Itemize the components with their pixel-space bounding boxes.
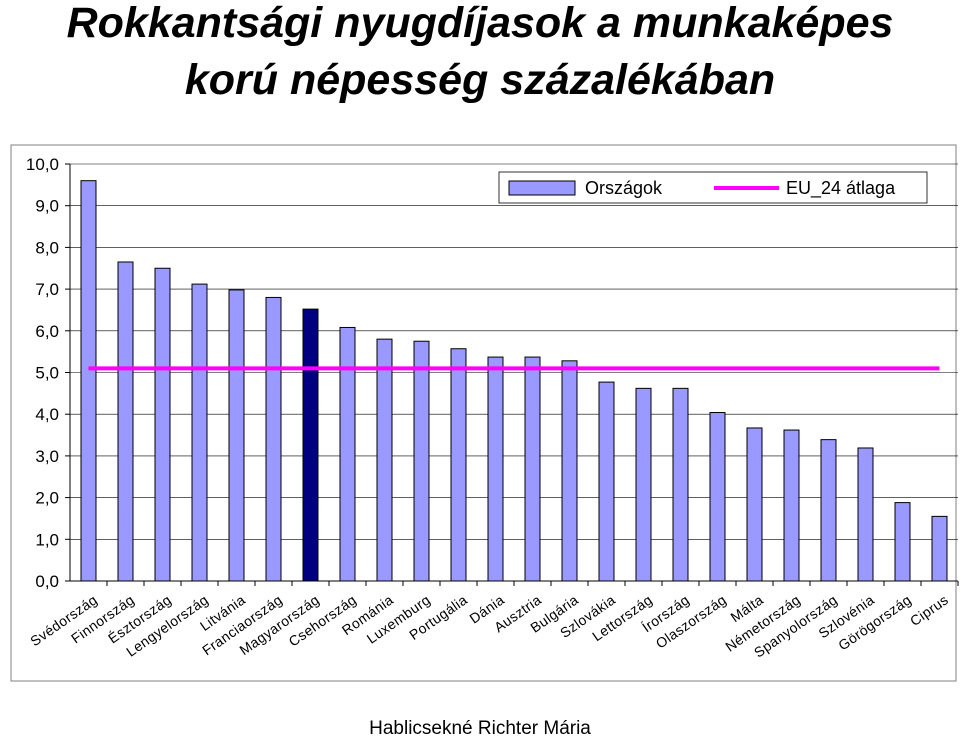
y-tick-label: 1,0 [35,530,59,549]
bar-10 [450,348,467,582]
x-tick-label: Ciprus [907,591,951,629]
legend-label-countries: Országok [585,178,663,198]
y-tick-label: 10,0 [26,155,59,174]
bar-12 [524,356,541,582]
bar-9 [413,340,430,582]
bar-4 [228,289,245,582]
chart-area-border [10,144,957,682]
y-axis-tick-labels: 0,0 1,0 2,0 3,0 4,0 5,0 6,0 7,0 8,0 9,0 10,0 [26,155,59,591]
chart-title-line-2: korú népesség százalékában [184,56,776,104]
bar-23 [931,515,948,582]
bar-19 [783,429,800,582]
bar-21 [857,447,874,582]
bar-13 [561,360,578,582]
bar-20 [820,439,837,582]
y-tick-label: 9,0 [35,197,59,216]
y-tick-label: 8,0 [35,238,59,257]
bar-1 [117,261,134,582]
gridlines [65,163,959,586]
legend: Országok EU_24 átlaga [498,171,928,204]
y-tick-label: 5,0 [35,364,59,383]
bar-17 [709,412,726,582]
x-axis-tick-labels: SvédországFinnországÉsztországLengyelors… [27,591,951,660]
bar-16 [672,387,689,582]
bars [80,180,948,582]
bar-3 [191,283,208,582]
bar-8 [376,338,393,582]
y-tick-label: 3,0 [35,447,59,466]
y-tick-label: 2,0 [35,489,59,508]
y-tick-label: 7,0 [35,280,59,299]
bar-7 [339,326,356,582]
bar-5 [265,296,282,582]
bar-22 [894,502,911,582]
author-footer: Hablicsekné Richter Mária [369,718,591,739]
y-tick-label: 4,0 [35,405,59,424]
bar-15 [635,387,652,582]
y-tick-label: 6,0 [35,322,59,341]
bar-18 [746,427,763,582]
bar-14 [598,381,615,582]
chart-title-line-1: Rokkantsági nyugdíjasok a munkaképes [66,0,894,47]
y-tick-label: 0,0 [35,572,59,591]
legend-label-eu-average: EU_24 átlaga [786,178,896,199]
legend-swatch-bar [508,180,576,196]
bar-2 [154,267,171,582]
bar-6 [302,308,319,582]
bar-11 [487,356,504,582]
bar-0 [80,180,97,582]
